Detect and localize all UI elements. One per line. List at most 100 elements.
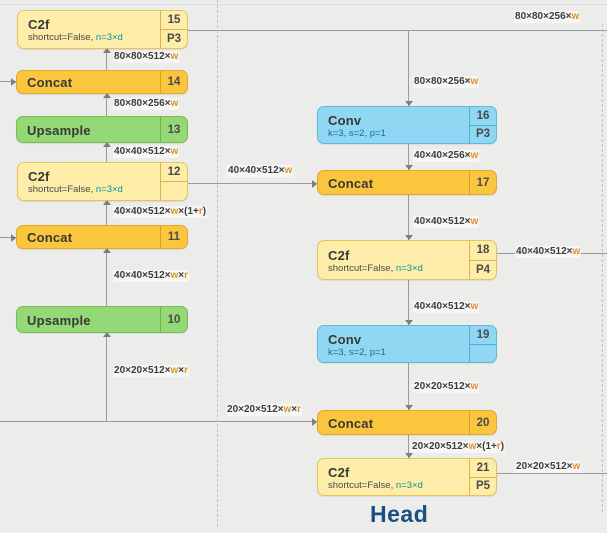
node-title: C2f xyxy=(328,464,350,480)
arrow-into-20-left xyxy=(312,417,317,426)
node-params: k=3, s=2, p=1 xyxy=(328,346,386,358)
frame-top-border xyxy=(0,4,607,5)
tensor-dim-label: 40×40×512×w xyxy=(113,146,180,158)
node-concat-14: Concat 14 xyxy=(16,70,188,94)
tensor-dim-label: 40×40×512×w xyxy=(515,246,582,258)
node-title: Conv xyxy=(328,331,362,347)
edge-10-11-line xyxy=(106,249,107,306)
node-conv-16: Conv k=3, s=2, p=1 16 P3 xyxy=(317,106,497,144)
node-upsample-10: Upsample 10 xyxy=(16,306,188,333)
tensor-dim-label: 20×20×512×w×r xyxy=(113,365,189,377)
tensor-dim-label: 80×80×256×w xyxy=(413,76,480,88)
arrow-into-10 xyxy=(102,332,111,337)
node-c2f-15: C2f shortcut=False, n=3×d 15 P3 xyxy=(17,10,188,49)
node-title: Upsample xyxy=(27,312,91,328)
node-title: Concat xyxy=(27,230,73,245)
node-params: shortcut=False, n=3×d xyxy=(28,184,123,195)
node-params: shortcut=False, n=3×d xyxy=(28,32,123,43)
edge-16-17-line xyxy=(408,144,409,170)
tensor-dim-label: 20×20×512×w×r xyxy=(226,404,302,416)
tensor-dim-label: 20×20×512×w xyxy=(413,381,480,393)
arrow-into-14-left xyxy=(11,77,16,86)
edge-17-18-line xyxy=(408,195,409,240)
pyramid-level xyxy=(470,343,496,363)
edge-12-13-line xyxy=(106,143,107,162)
edge-20-21-line xyxy=(408,435,409,458)
node-badge: 21 P5 xyxy=(469,459,496,495)
node-concat-17: Concat 17 xyxy=(317,170,497,195)
arrow-into-20-top xyxy=(404,405,413,410)
node-badge: 18 P4 xyxy=(469,241,496,279)
node-badge: 12 xyxy=(160,163,187,200)
tensor-dim-label: 80×80×256×w xyxy=(514,11,581,23)
node-title: C2f xyxy=(28,169,50,184)
layer-number: 12 xyxy=(167,166,181,178)
layer-number: 16 xyxy=(476,109,490,122)
edge-19-20-line xyxy=(408,363,409,410)
edge-11-12-line xyxy=(106,201,107,225)
node-badge: 15 P3 xyxy=(160,11,187,48)
arrow-into-14-bottom xyxy=(102,93,111,98)
edge-12-17-line xyxy=(188,183,317,184)
node-params: shortcut=False, n=3×d xyxy=(328,479,423,491)
node-conv-19: Conv k=3, s=2, p=1 19 xyxy=(317,325,497,363)
pyramid-level xyxy=(161,181,187,200)
edge-sppf-in-line xyxy=(0,421,317,422)
edge-18-19-line xyxy=(408,280,409,325)
tensor-dim-label: 20×20×512×w xyxy=(515,461,582,473)
arrow-into-11-bottom xyxy=(102,248,111,253)
layer-number: 18 xyxy=(476,244,490,257)
node-c2f-18: C2f shortcut=False, n=3×d 18 P4 xyxy=(317,240,497,280)
edge-13-14-line xyxy=(106,94,107,116)
node-c2f-21: C2f shortcut=False, n=3×d 21 P5 xyxy=(317,458,497,496)
edge-15-out-line xyxy=(188,30,607,31)
layer-number: 14 xyxy=(167,76,181,88)
node-concat-20: Concat 20 xyxy=(317,410,497,435)
node-badge: 20 xyxy=(469,411,496,434)
arrow-into-15 xyxy=(102,48,111,53)
node-badge: 13 xyxy=(160,117,187,142)
layer-number: 19 xyxy=(476,328,490,341)
tensor-dim-label: 40×40×512×w xyxy=(413,216,480,228)
arrow-into-12 xyxy=(102,200,111,205)
layer-number: 15 xyxy=(167,14,181,26)
tensor-dim-label: 80×80×256×w xyxy=(113,98,180,110)
edge-sppf-10-line xyxy=(106,333,107,421)
node-title: C2f xyxy=(328,247,350,263)
pyramid-level: P3 xyxy=(470,124,496,144)
arrow-into-16 xyxy=(404,101,413,106)
arrow-into-18 xyxy=(404,235,413,240)
pyramid-level: P4 xyxy=(470,259,496,280)
edge-14-15-line xyxy=(106,49,107,70)
node-upsample-13: Upsample 13 xyxy=(16,116,188,143)
node-params: shortcut=False, n=3×d xyxy=(328,262,423,274)
layer-number: 13 xyxy=(167,123,181,136)
tensor-dim-label: 40×40×512×w×(1+r) xyxy=(113,206,208,218)
tensor-dim-label: 40×40×512×w xyxy=(413,301,480,313)
node-title: Upsample xyxy=(27,122,91,138)
separator-backbone-head xyxy=(217,0,219,527)
node-c2f-12: C2f shortcut=False, n=3×d 12 xyxy=(17,162,188,201)
node-badge: 10 xyxy=(160,307,187,332)
node-badge: 17 xyxy=(469,171,496,194)
tensor-dim-label: 40×40×512×w xyxy=(227,165,294,177)
layer-number: 11 xyxy=(167,231,181,243)
separator-head-detect xyxy=(602,24,604,512)
head-section-title: Head xyxy=(370,501,429,527)
node-title: Concat xyxy=(328,175,374,191)
pyramid-level: P5 xyxy=(470,476,496,496)
node-title: Concat xyxy=(328,415,374,431)
tensor-dim-label: 40×40×512×w×r xyxy=(113,270,189,282)
arrow-into-17-left xyxy=(312,179,317,188)
arrow-into-19 xyxy=(404,320,413,325)
tensor-dim-label: 20×20×512×w×(1+r) xyxy=(411,441,506,453)
layer-number: 10 xyxy=(167,313,181,326)
arrow-into-21 xyxy=(404,453,413,458)
edge-backbone-p3-in-line xyxy=(0,81,16,82)
node-badge: 19 xyxy=(469,326,496,362)
edge-15-16-line xyxy=(408,30,409,106)
node-title: Conv xyxy=(328,112,362,128)
layer-number: 17 xyxy=(476,176,490,189)
tensor-dim-label: 80×80×512×w xyxy=(113,51,180,63)
node-badge: 16 P3 xyxy=(469,107,496,143)
